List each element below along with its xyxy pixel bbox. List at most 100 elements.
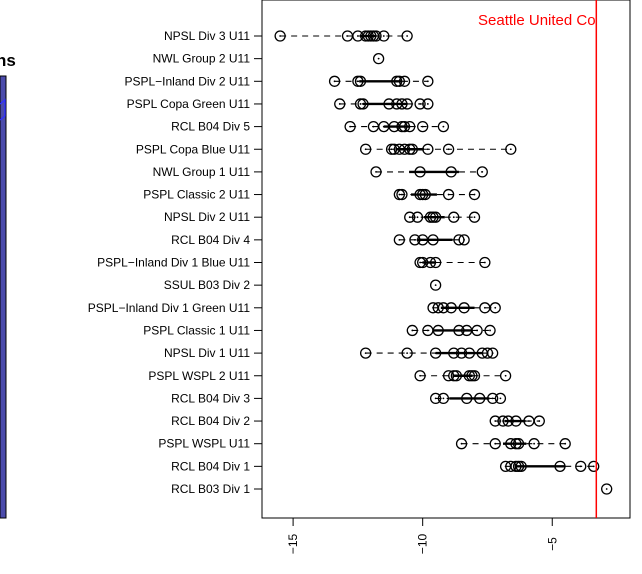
- data-point-center: [411, 329, 414, 332]
- data-point: [471, 324, 483, 337]
- data-point-center: [494, 306, 497, 309]
- data-point-center: [372, 35, 375, 37]
- data-point-center: [388, 103, 390, 105]
- data-point: [474, 392, 486, 405]
- data-point: [468, 188, 481, 201]
- category-box: [414, 370, 512, 382]
- data-point-center: [421, 261, 424, 264]
- data-point: [396, 188, 408, 201]
- data-point-center: [442, 125, 445, 128]
- category-label: RCL B04 Div 5: [171, 120, 250, 134]
- data-point: [360, 347, 372, 359]
- data-point: [588, 460, 600, 473]
- data-point-center: [489, 329, 491, 332]
- category-label: RCL B04 Div 1: [171, 459, 250, 473]
- data-point: [494, 392, 507, 405]
- data-point: [383, 98, 395, 110]
- data-point: [533, 415, 545, 427]
- data-point: [453, 324, 465, 337]
- data-point: [554, 460, 566, 473]
- x-axis: −15 −10 −5: [286, 517, 559, 554]
- data-point-center: [509, 148, 512, 151]
- data-point-center: [507, 420, 510, 422]
- data-point: [378, 30, 390, 42]
- data-point: [429, 211, 442, 223]
- data-point-center: [504, 374, 507, 377]
- data-point-center: [483, 306, 486, 309]
- data-point-center: [419, 171, 421, 173]
- data-point-center: [346, 35, 349, 37]
- category-box: [360, 347, 499, 359]
- data-point-center: [432, 216, 434, 219]
- data-point: [404, 120, 416, 133]
- data-point-center: [377, 57, 380, 60]
- data-point-center: [359, 103, 362, 105]
- category-box: [404, 211, 481, 223]
- data-point-center: [491, 352, 494, 354]
- data-point: [406, 324, 418, 337]
- data-point: [489, 302, 501, 314]
- data-point: [429, 279, 442, 291]
- data-point-center: [434, 216, 437, 219]
- category-box: [455, 438, 571, 450]
- data-point: [512, 438, 525, 450]
- category-box: [393, 188, 481, 201]
- data-point: [463, 347, 475, 359]
- data-point: [422, 75, 434, 87]
- x-tick-label: −10: [416, 533, 430, 554]
- data-point: [458, 302, 470, 314]
- data-point: [393, 234, 406, 246]
- data-point: [422, 143, 434, 155]
- data-point: [411, 211, 424, 223]
- data-point: [406, 143, 418, 155]
- data-point: [450, 370, 463, 382]
- category-box: [334, 98, 434, 110]
- data-point-center: [375, 171, 377, 173]
- data-point: [489, 438, 501, 450]
- data-point-center: [528, 420, 530, 422]
- data-point-center: [421, 193, 424, 196]
- data-point-center: [499, 397, 502, 400]
- data-point: [274, 30, 286, 42]
- x-tick-label: −15: [286, 533, 300, 554]
- category-label: SSUL B03 Div 2: [164, 278, 251, 292]
- data-point-center: [452, 216, 455, 219]
- category-box: [344, 120, 450, 133]
- data-point-center: [421, 125, 424, 128]
- data-point-center: [515, 420, 517, 422]
- data-point-center: [359, 80, 362, 83]
- category-label: RCL B03 Div 1: [171, 482, 250, 496]
- data-point-center: [406, 352, 409, 354]
- data-point-center: [372, 125, 375, 128]
- data-point-center: [356, 80, 359, 83]
- data-point-center: [408, 125, 411, 128]
- data-point: [455, 347, 468, 359]
- category-label: NPSL Div 2 U11: [164, 210, 250, 224]
- data-point: [344, 120, 356, 133]
- data-point-center: [538, 420, 541, 422]
- data-point-center: [517, 465, 520, 468]
- category-label: PSPL−Inland Div 1 Blue U11: [97, 256, 250, 270]
- data-point-center: [434, 261, 437, 264]
- reference-line-group: Seattle United Co: [478, 0, 598, 518]
- data-point: [461, 392, 473, 405]
- data-point-center: [421, 238, 424, 241]
- data-point-center: [481, 171, 484, 173]
- category-label: NPSL Div 1 U11: [164, 346, 250, 360]
- data-point-center: [483, 261, 486, 264]
- data-point: [489, 415, 501, 427]
- data-point-center: [455, 374, 458, 377]
- data-point: [429, 392, 442, 405]
- data-point-center: [473, 374, 476, 377]
- data-point: [372, 53, 385, 65]
- data-point: [437, 120, 450, 133]
- data-point: [414, 98, 426, 110]
- data-point: [437, 392, 450, 405]
- data-point: [429, 347, 442, 359]
- category-box: [372, 53, 385, 65]
- category-box: [427, 302, 501, 314]
- data-point-center: [473, 193, 476, 196]
- data-point-center: [411, 148, 414, 151]
- background-panel-fill: [0, 76, 6, 518]
- category-label: PSPL−Inland Div 1 Green U11: [88, 301, 251, 315]
